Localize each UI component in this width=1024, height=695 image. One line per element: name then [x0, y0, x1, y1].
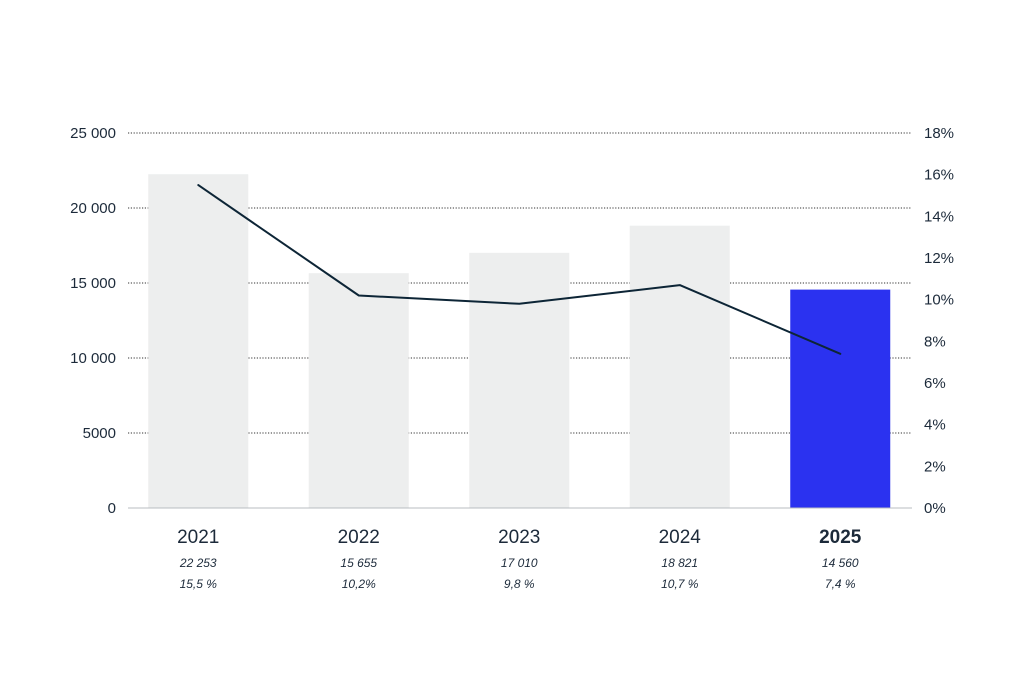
left-tick-label-3: 15 000: [70, 275, 116, 292]
bars: [148, 174, 891, 508]
right-tick-label-5: 10%: [924, 292, 954, 309]
right-tick-label-9: 18%: [924, 125, 954, 142]
bar-2023: [469, 252, 570, 508]
right-tick-label-1: 2%: [924, 458, 946, 475]
value-label-2021: 22 253: [179, 556, 217, 570]
x-axis: 2021 22 253 15,5 % 2022 15 655 10,2% 2023 17 01…: [177, 527, 862, 591]
right-tick-label-2: 4%: [924, 417, 946, 434]
bar-2022: [308, 273, 409, 508]
right-tick-label-4: 8%: [924, 333, 946, 350]
x-tick-label-2024: 2024: [659, 527, 702, 548]
percent-label-2025: 7,4 %: [825, 577, 856, 591]
left-tick-label-4: 20 000: [70, 200, 116, 217]
value-label-2025: 14 560: [822, 556, 859, 570]
value-label-2023: 17 010: [501, 556, 538, 570]
percent-label-2021: 15,5 %: [180, 577, 218, 591]
left-tick-label-2: 10 000: [70, 350, 116, 367]
left-tick-label-5: 25 000: [70, 125, 116, 142]
right-tick-label-8: 16%: [924, 167, 954, 184]
right-tick-label-7: 14%: [924, 208, 954, 225]
x-tick-label-2021: 2021: [177, 527, 219, 548]
bar-2024: [629, 225, 730, 508]
percent-label-2023: 9,8 %: [504, 577, 535, 591]
value-label-2024: 18 821: [661, 556, 698, 570]
right-tick-label-6: 12%: [924, 250, 954, 267]
percent-label-2022: 10,2%: [342, 577, 376, 591]
left-tick-label-1: 5000: [83, 425, 116, 442]
percent-label-2024: 10,7 %: [661, 577, 699, 591]
line-series: [197, 184, 842, 355]
right-y-axis: 0% 2% 4% 6% 8% 10% 12% 14% 16% 18%: [924, 125, 954, 517]
value-label-2022: 15 655: [340, 556, 377, 570]
left-y-axis: 0 5000 10 000 15 000 20 000 25 000: [70, 125, 116, 517]
left-tick-label-0: 0: [108, 500, 116, 517]
right-tick-label-3: 6%: [924, 375, 946, 392]
x-tick-label-2022: 2022: [338, 527, 380, 548]
x-tick-label-2025: 2025: [819, 527, 862, 548]
x-tick-label-2023: 2023: [498, 527, 540, 548]
bar-2025: [790, 289, 891, 508]
right-tick-label-0: 0%: [924, 500, 946, 517]
bar-2021: [148, 174, 249, 508]
